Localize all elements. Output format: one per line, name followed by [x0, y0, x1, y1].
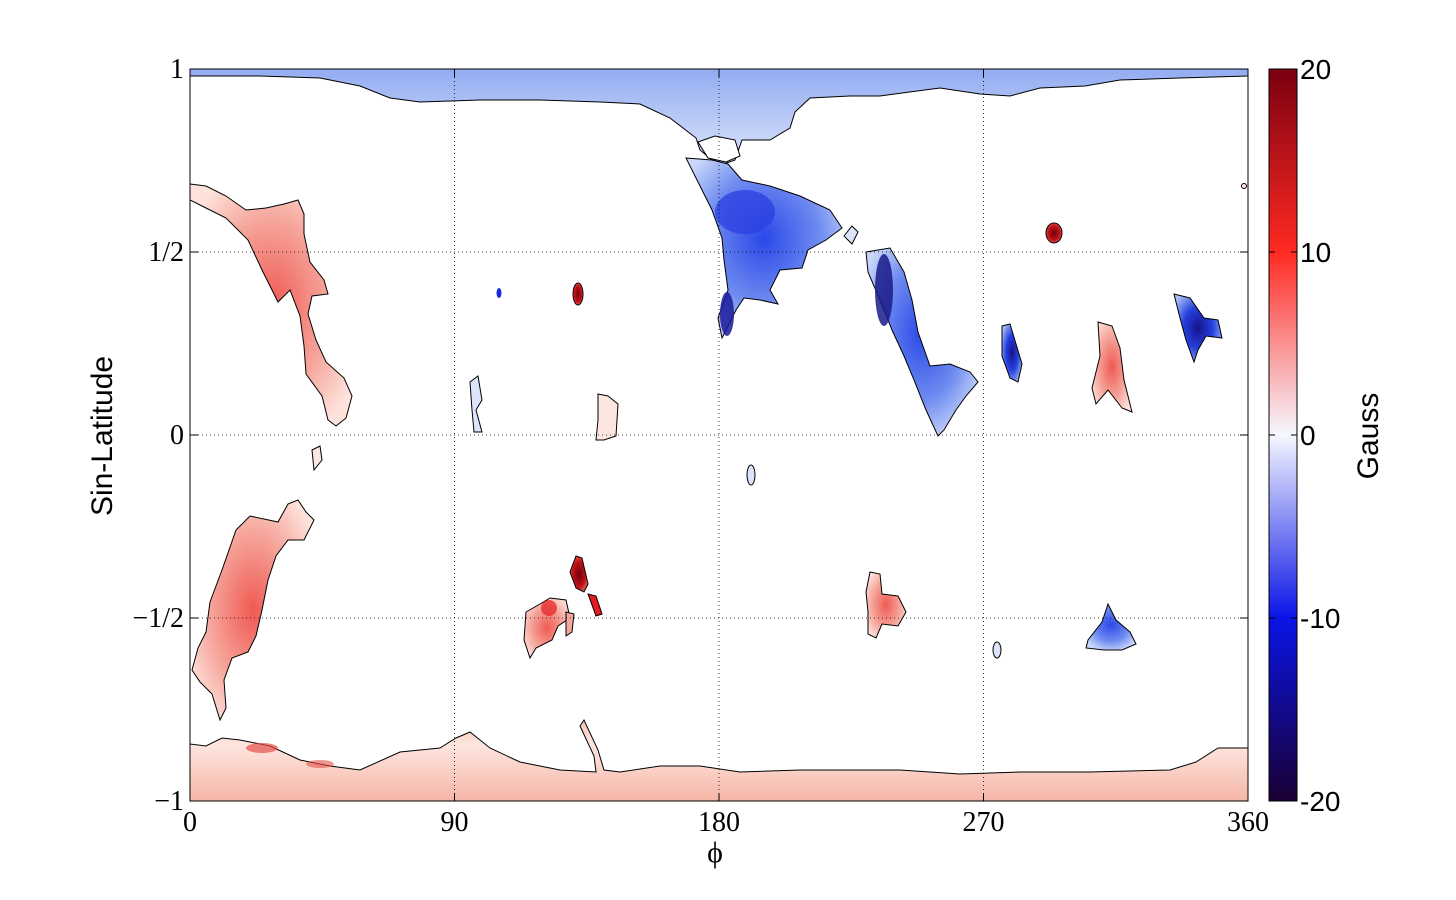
south-cap-red-streak	[246, 743, 278, 753]
x-tick-label: 270	[963, 807, 1005, 838]
y-tick-label: −1	[154, 786, 184, 817]
south-cap-red-streak-2	[306, 760, 334, 768]
north-central-tail	[720, 292, 734, 336]
colorbar-tick-label: -10	[1300, 603, 1340, 634]
south-polar-cap-region	[190, 718, 1248, 801]
north-west-small-blob	[311, 445, 323, 472]
tiny-blue-dot	[496, 288, 502, 298]
x-axis-ticks: 0 90 180 270 360	[183, 69, 1269, 838]
patch-phi125-core	[541, 600, 557, 616]
grid-lines	[190, 69, 1248, 801]
y-tick-label: −1/2	[132, 603, 184, 634]
north-west-positive-region	[190, 183, 353, 427]
x-tick-label: 90	[441, 807, 469, 838]
y-tick-label: 1/2	[148, 237, 184, 268]
north-central-deep-spot	[715, 190, 775, 234]
patch-phi192	[746, 464, 756, 486]
patch-phi275-south	[992, 641, 1002, 659]
patch-phi280-north	[1001, 323, 1023, 383]
field-regions	[190, 69, 1248, 801]
spot-phi130-north	[572, 282, 584, 306]
spot-phi135-south-small	[587, 593, 603, 617]
y-tick-label: 1	[170, 54, 184, 85]
patch-phi315-north	[1091, 321, 1133, 413]
south-west-positive-region	[191, 499, 315, 722]
x-tick-label: 0	[183, 807, 197, 838]
patch-phi340-north	[1173, 293, 1223, 364]
y-tick-label: 0	[170, 420, 184, 451]
colorbar-tick-label: -20	[1300, 786, 1340, 817]
patch-phi125-south	[523, 597, 571, 660]
patch-phi315-south	[1085, 602, 1137, 651]
colorbar-label: Gauss	[1352, 393, 1385, 480]
y-axis-ticks: 1 1/2 0 −1/2 −1	[132, 54, 1248, 817]
colorbar-tick-label: 0	[1300, 420, 1316, 451]
colorbar-ticks: 20 10 0 -10 -20	[1269, 54, 1340, 817]
y-axis-label: Sin-Latitude	[86, 356, 119, 516]
x-tick-label: 180	[698, 807, 740, 838]
colorbar-tick-label: 10	[1300, 237, 1331, 268]
patch-phi95	[469, 375, 483, 433]
spot-phi294-north	[1045, 222, 1063, 244]
diagonal-deep-core	[875, 254, 893, 326]
patch-phi235-south	[865, 571, 907, 639]
patch-phi140	[595, 393, 619, 441]
x-tick-label: 360	[1227, 807, 1269, 838]
colorbar: 20 10 0 -10 -20 Gauss	[1268, 54, 1385, 817]
x-axis-label: ϕ	[707, 836, 723, 869]
spot-phi133-south	[569, 555, 589, 593]
colorbar-tick-label: 20	[1300, 54, 1331, 85]
small-south-blob	[565, 611, 575, 637]
small-negative-blob	[843, 225, 859, 245]
north-diagonal-negative-region	[865, 247, 979, 437]
plot-area: 0 90 180 270 360 1 1/2 0 −1/2 −1	[132, 54, 1269, 838]
tiny-circle-right	[1241, 183, 1247, 189]
